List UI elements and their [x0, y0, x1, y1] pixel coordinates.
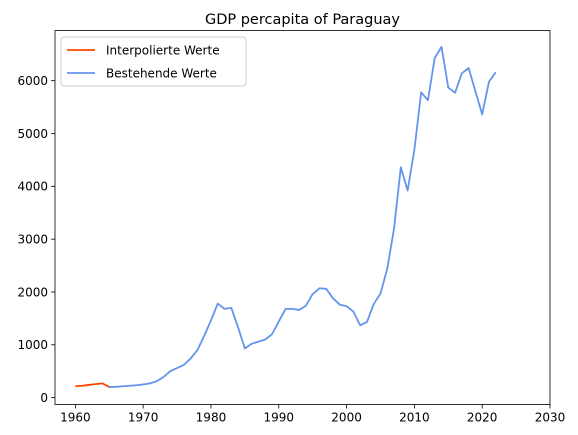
series-line-interpolated [75, 382, 110, 388]
x-tick-label: 2030 [535, 411, 566, 425]
y-tick-label: 2000 [17, 285, 48, 299]
x-tick-label: 2010 [399, 411, 430, 425]
y-tick-label: 4000 [17, 180, 48, 194]
legend-box [60, 36, 247, 87]
plot-frame [54, 30, 551, 405]
series-line-existing [109, 45, 497, 388]
y-tick-label: 5000 [17, 127, 48, 141]
x-axis: 1960 1970 1980 1990 2000 2010 2020 2030 [60, 404, 566, 425]
chart-title: GDP percapita of Paraguay [205, 12, 400, 28]
y-tick-label: 3000 [17, 232, 48, 246]
legend-label-existing: Bestehende Werte [106, 67, 217, 81]
x-tick-label: 2020 [467, 411, 498, 425]
x-tick-label: 1980 [196, 411, 227, 425]
y-axis: 0 1000 2000 3000 4000 5000 6000 [17, 74, 55, 405]
y-tick-label: 6000 [17, 74, 48, 88]
x-tick-label: 1960 [60, 411, 91, 425]
series-layer [75, 45, 497, 388]
y-tick-label: 1000 [17, 338, 48, 352]
legend-label-interpolated: Interpolierte Werte [106, 44, 220, 58]
x-tick-label: 1970 [128, 411, 159, 425]
x-tick-label: 1990 [263, 411, 294, 425]
x-tick-label: 2000 [331, 411, 362, 425]
y-tick-label: 0 [40, 391, 48, 405]
legend: Interpolierte Werte Bestehende Werte [60, 36, 247, 87]
